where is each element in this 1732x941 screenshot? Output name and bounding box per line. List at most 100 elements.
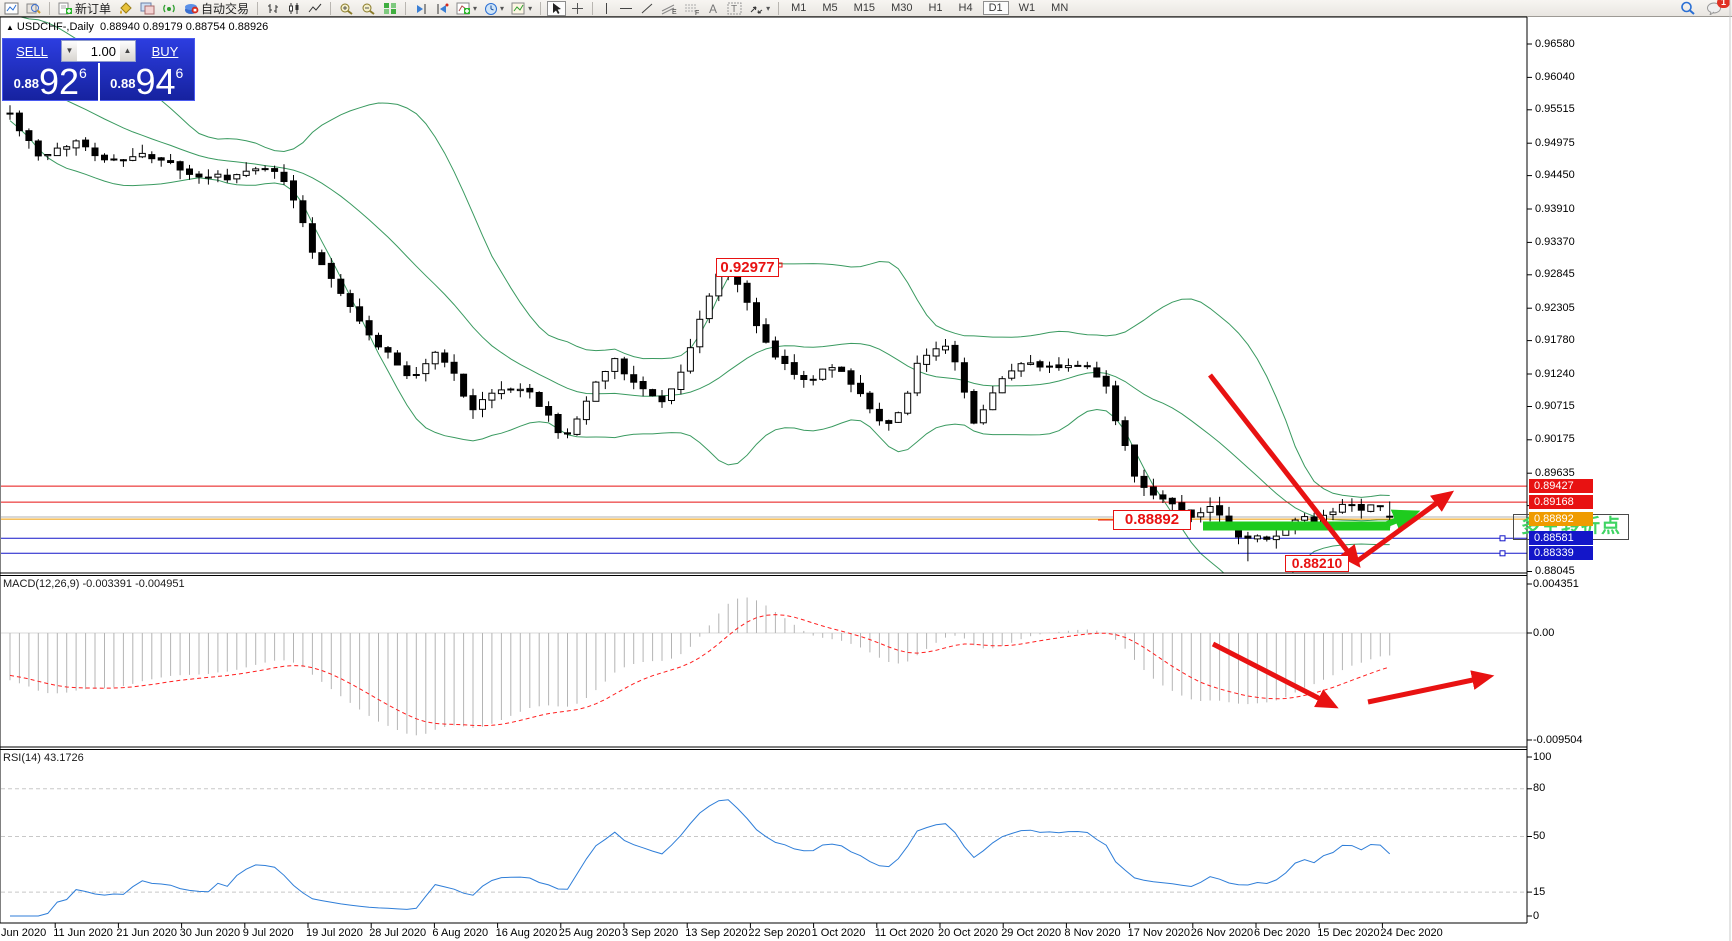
new-order-button[interactable]: 新订单 [56,1,113,16]
chart-title: ▲ USDCHF-,Daily 0.88940 0.89179 0.88754 0… [6,21,268,33]
symbol-collapse-icon[interactable]: ▲ [6,23,14,32]
reversal-up-arrow[interactable] [1354,490,1455,565]
vertical-line-tool[interactable] [599,1,614,16]
sell-button[interactable]: SELL [3,39,61,63]
new-chart-icon[interactable] [2,1,21,16]
candle-body [1244,535,1252,539]
new-order-label: 新订单 [75,1,112,16]
macd-down-arrow[interactable] [1211,641,1339,709]
periods-dropdown-caret[interactable]: ▾ [500,3,505,13]
indicators-button[interactable]: ▾ [454,1,479,16]
equidistant-channel-tool[interactable]: E [659,1,679,16]
macd-pane[interactable] [1,597,1527,736]
volume-increase-button[interactable]: ▲ [120,41,135,61]
arrows-dropdown-caret[interactable]: ▾ [766,3,771,13]
candle-body [195,173,203,178]
bollinger-middle-band [9,66,1390,522]
chart-window-icon[interactable] [138,1,157,16]
date-axis-label: 13 Sep 2020 [685,927,748,939]
candle-body [176,161,184,171]
candle-body [1168,497,1176,505]
templates-dropdown-caret[interactable]: ▾ [528,3,533,13]
candle-body [327,262,335,279]
volume-decrease-button[interactable]: ▼ [62,41,77,61]
templates-button[interactable]: ▾ [509,1,534,16]
line-chart-mode-icon[interactable] [306,1,324,16]
candle-body [601,371,609,382]
swing-low-annotation[interactable]: 0.88210 [1285,555,1349,572]
macd-axis-label: 0.00 [1533,626,1555,639]
tile-windows-icon[interactable] [381,1,399,16]
timeframe-D1[interactable]: D1 [982,1,1009,15]
fibonacci-tool[interactable]: F [682,1,702,16]
notifications-icon[interactable]: 1 [1704,0,1730,16]
timeframe-H4[interactable]: H4 [958,2,973,14]
candle-body [1036,361,1044,368]
arrows-tool[interactable]: ▾ [747,1,772,16]
timeframe-M30[interactable]: M30 [891,2,913,14]
date-axis-label: 28 Jul 2020 [369,927,427,939]
date-axis-label: 29 Oct 2020 [1001,927,1062,939]
line-anchor-handle[interactable] [1499,550,1506,557]
search-icon[interactable] [1678,1,1698,16]
styles-bucket-icon[interactable] [116,1,135,16]
timeframe-M5[interactable]: M5 [822,2,838,14]
timeframe-MN[interactable]: MN [1051,2,1069,14]
timeframe-M1[interactable]: M1 [791,2,807,14]
sell-price-display[interactable]: 0.88926 [13,61,87,102]
candle-body [1112,385,1120,422]
chart-profile-icon[interactable] [24,1,43,16]
rsi-axis-label: 100 [1533,750,1552,763]
candle-body [82,139,90,148]
support-zone-arrow[interactable] [1383,509,1421,532]
swing-high-annotation[interactable]: 0.92977 [716,258,779,277]
date-axis-label: 21 Jun 2020 [116,927,177,939]
timeframe-W1[interactable]: W1 [1018,2,1036,14]
zoom-out-icon[interactable] [359,1,378,16]
candle-body [979,409,987,424]
candle-body [951,344,959,363]
rsi-pane[interactable] [1,788,1527,917]
timeframe-H1[interactable]: H1 [928,2,943,14]
periods-button[interactable]: ▾ [482,1,506,16]
price-pane[interactable] [0,14,1527,594]
auto-trading-button[interactable]: 自动交易 [182,1,251,16]
chart-shift-icon[interactable] [433,1,451,16]
downtrend-arrow[interactable] [1208,373,1361,568]
indicators-dropdown-caret[interactable]: ▾ [473,3,478,13]
text-label-tool[interactable]: T [725,1,744,16]
bar-chart-mode-icon[interactable] [264,1,282,16]
price-axis-label: 0.93370 [1535,235,1575,248]
candlestick-mode-icon[interactable] [285,1,303,16]
line-anchor-handle[interactable] [1499,535,1506,542]
horizontal-line-tool[interactable] [617,1,635,16]
price-axis-label: 0.89635 [1535,466,1575,479]
buy-price-display[interactable]: 0.88946 [110,61,184,102]
candle-body [469,395,477,411]
candle-body [365,320,373,336]
timeframe-M15[interactable]: M15 [853,2,876,14]
candle-body [119,159,127,162]
cursor-tool[interactable] [547,0,567,16]
candle-body [1017,363,1025,372]
candle-body [828,367,836,371]
crosshair-tool[interactable] [569,1,586,16]
candle-body [44,154,52,157]
pivot-price-annotation[interactable]: 0.88892 [1113,510,1191,530]
price-badge: 0.88892 [1529,512,1593,527]
text-tool[interactable]: A [705,1,722,16]
macd-up-arrow[interactable] [1367,670,1495,705]
zoom-in-icon[interactable] [337,1,356,16]
volume-input[interactable]: 1.00 [90,43,116,59]
symbol-timeframe: USDCHF-,Daily [16,21,94,33]
signal-icon[interactable] [160,1,179,16]
candle-body [1027,362,1035,365]
candle-body [214,173,222,178]
trendline-tool[interactable] [638,1,656,16]
price-axis-label: 0.91780 [1535,334,1575,347]
buy-button[interactable]: BUY [136,39,194,63]
candle-body [866,392,874,410]
price-badge: 0.88581 [1529,531,1593,546]
auto-scroll-icon[interactable] [412,1,430,16]
